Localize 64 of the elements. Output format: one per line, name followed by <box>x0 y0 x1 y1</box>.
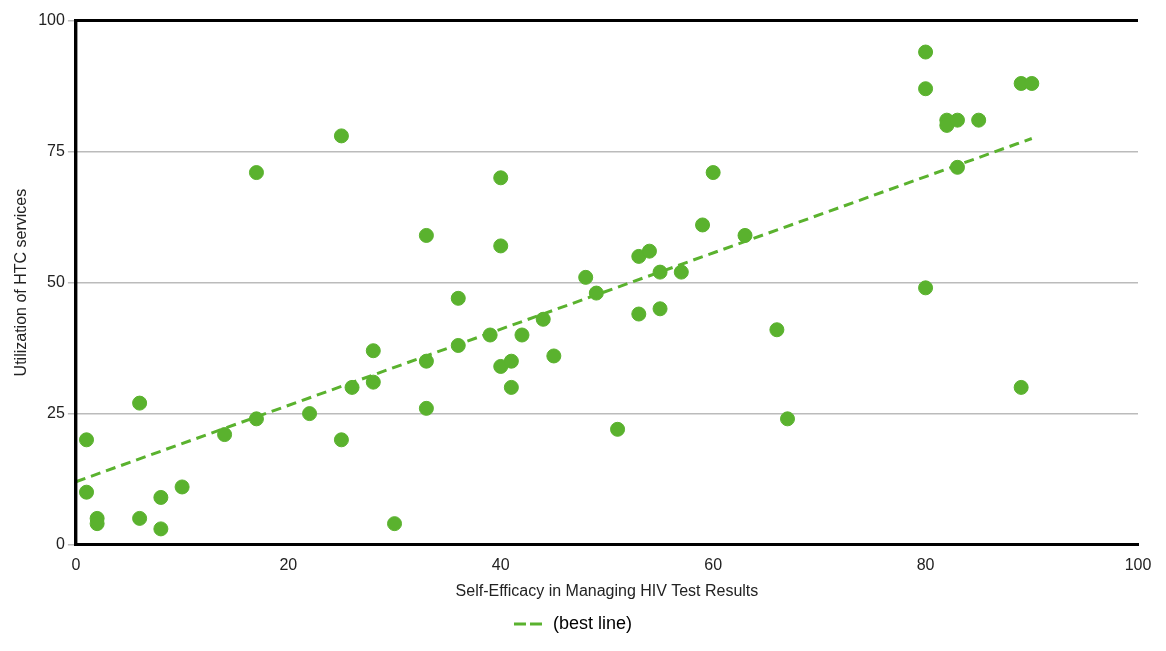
point <box>971 112 987 128</box>
point <box>365 374 381 390</box>
point <box>153 489 169 505</box>
point <box>333 128 349 144</box>
point <box>174 479 190 495</box>
point <box>418 353 434 369</box>
point <box>514 327 530 343</box>
x-tick-label: 80 <box>916 555 935 573</box>
point <box>418 227 434 243</box>
point <box>578 269 594 285</box>
point <box>918 280 934 296</box>
y-tick-label: 25 <box>47 404 65 422</box>
point <box>132 395 148 411</box>
point <box>387 516 403 532</box>
point <box>333 432 349 448</box>
point <box>302 406 318 422</box>
point <box>949 159 965 175</box>
point <box>695 217 711 233</box>
y-tick-label: 75 <box>47 142 65 160</box>
point <box>217 427 233 443</box>
point <box>503 379 519 395</box>
point <box>79 484 95 500</box>
x-tick-label: 100 <box>1124 555 1152 573</box>
point <box>737 227 753 243</box>
point <box>705 165 721 181</box>
point <box>418 400 434 416</box>
point <box>493 238 509 254</box>
point <box>153 521 169 537</box>
x-tick-label: 0 <box>71 555 81 573</box>
point <box>450 337 466 353</box>
y-axis-title: Utilization of HTC services <box>12 188 30 377</box>
point <box>641 243 657 259</box>
point <box>610 421 626 437</box>
point <box>503 353 519 369</box>
point <box>918 81 934 97</box>
point <box>344 379 360 395</box>
point <box>248 411 264 427</box>
point <box>493 170 509 186</box>
y-tick-label: 50 <box>47 273 65 291</box>
point <box>132 510 148 526</box>
x-tick-label: 40 <box>491 555 510 573</box>
x-axis-title: Self-Efficacy in Managing HIV Test Results <box>455 581 759 599</box>
point <box>1024 75 1040 91</box>
point <box>652 264 668 280</box>
point <box>780 411 796 427</box>
y-tick-label: 100 <box>38 11 65 29</box>
point <box>769 322 785 338</box>
point <box>1013 379 1029 395</box>
y-tick-label: 0 <box>55 535 65 553</box>
point <box>248 165 264 181</box>
point <box>79 432 95 448</box>
point <box>365 343 381 359</box>
x-tick-label: 60 <box>704 555 723 573</box>
point <box>535 311 551 327</box>
point <box>673 264 689 280</box>
point <box>631 306 647 322</box>
point <box>918 44 934 60</box>
point <box>588 285 604 301</box>
point <box>450 290 466 306</box>
point <box>546 348 562 364</box>
point <box>652 301 668 317</box>
x-tick-label: 20 <box>279 555 298 573</box>
point <box>482 327 498 343</box>
legend-label: (best line) <box>552 612 633 633</box>
